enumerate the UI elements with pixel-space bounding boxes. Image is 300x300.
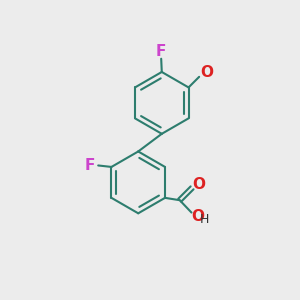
Text: H: H xyxy=(200,213,209,226)
Text: O: O xyxy=(191,208,204,224)
Text: O: O xyxy=(200,64,213,80)
Text: F: F xyxy=(156,44,166,59)
Text: F: F xyxy=(85,158,95,173)
Text: O: O xyxy=(192,177,205,192)
